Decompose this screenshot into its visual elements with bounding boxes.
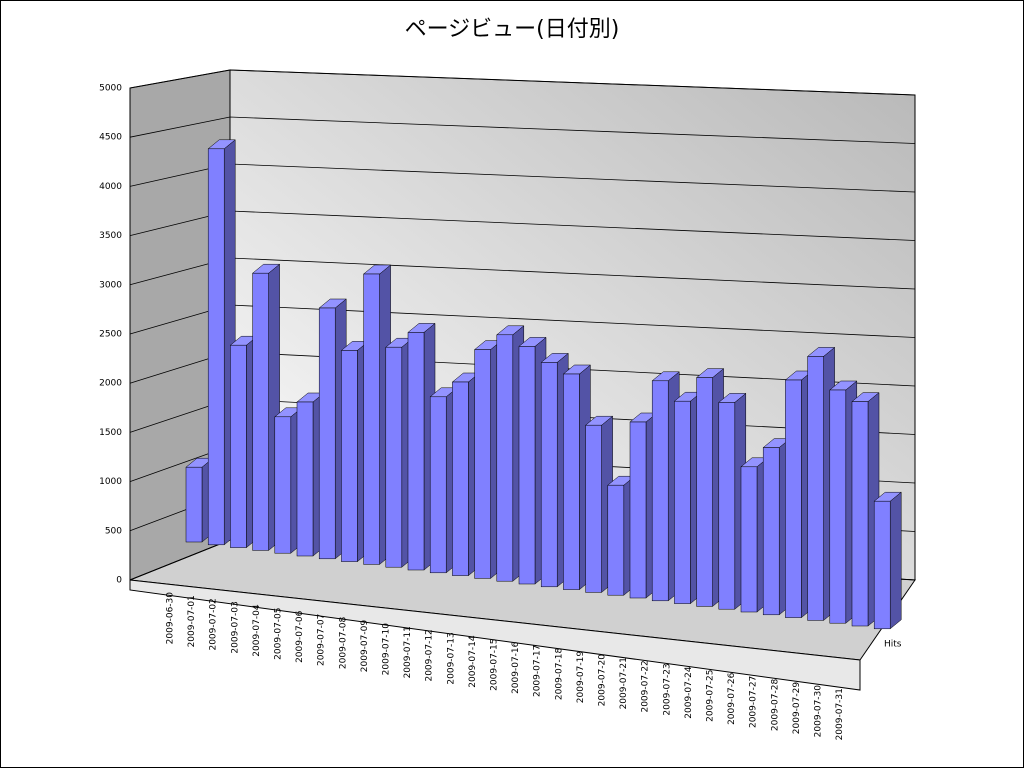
x-tick-label: 2009-07-13: [446, 632, 456, 684]
x-tick-label: 2009-07-14: [468, 635, 478, 688]
x-tick-label: 2009-07-25: [706, 670, 716, 722]
bar: [362, 264, 392, 565]
bar: [207, 139, 236, 546]
y-tick-label: 0: [116, 576, 122, 586]
bar: [718, 392, 747, 610]
bar-front: [274, 416, 292, 554]
x-tick-label: 2009-07-29: [792, 682, 802, 735]
x-tick-label: 2009-07-30: [814, 685, 824, 738]
bar-front: [496, 334, 514, 582]
bar-front: [474, 349, 491, 579]
x-tick-label: 2009-07-31: [835, 688, 845, 740]
y-tick-label: 4500: [99, 133, 122, 143]
x-tick-label: 2009-07-16: [511, 641, 521, 694]
bar: [873, 491, 902, 630]
x-tick-label: 2009-07-01: [187, 595, 197, 647]
bar-front: [829, 389, 847, 624]
bar-front: [407, 332, 425, 571]
bar-front: [873, 500, 891, 630]
bar-front: [851, 401, 869, 627]
bar-front: [651, 380, 669, 602]
y-tick-label: 1500: [99, 428, 122, 438]
bar-front: [341, 350, 358, 562]
x-tick-label: 2009-07-15: [490, 639, 500, 691]
bar-front: [762, 447, 780, 616]
bars: [185, 139, 902, 630]
bar-front: [807, 356, 824, 621]
bar-front: [429, 396, 447, 574]
y-tick-label: 1000: [99, 477, 122, 487]
x-tick-label: 2009-07-12: [425, 629, 435, 681]
grid-line: [129, 116, 916, 144]
x-tick-label: 2009-07-24: [684, 666, 694, 719]
x-tick-label: 2009-07-19: [576, 651, 586, 704]
x-tick-label: 2009-07-26: [727, 672, 737, 725]
bar-front: [718, 402, 736, 610]
y-tick-label: 4000: [99, 182, 122, 192]
x-tick-label: 2009-07-06: [295, 610, 305, 663]
bar-front: [696, 377, 713, 607]
x-tick-label: 2009-07-23: [662, 663, 672, 715]
x-tick-label: 2009-07-11: [403, 626, 413, 678]
x-tick-label: 2009-07-07: [317, 614, 327, 666]
y-tick-label: 2500: [99, 330, 122, 340]
y-tick-label: 3500: [99, 231, 122, 241]
bar-front: [252, 272, 269, 551]
x-tick-label: 2009-07-17: [533, 645, 543, 697]
bar-front: [540, 362, 558, 588]
x-tick-label: 2009-07-10: [382, 623, 392, 676]
y-tick-label: 2000: [99, 379, 122, 389]
bar-front: [740, 466, 758, 613]
bar-front: [318, 307, 336, 560]
labels: 0 500 1000 1500 2000 2500 3000 3500 4000 4500 5000…: [99, 84, 902, 741]
bar-front: [585, 424, 602, 593]
x-tick-label: 2009-07-28: [770, 679, 780, 732]
bar-front: [207, 148, 225, 546]
bar-front: [607, 484, 625, 596]
x-tick-label: 2009-07-20: [598, 654, 608, 707]
bar-front: [230, 344, 247, 548]
x-tick-label: 2009-07-18: [554, 648, 564, 701]
legend-label: Hits: [884, 640, 902, 650]
floor-edge: [129, 579, 861, 691]
y-tick-label: 5000: [99, 84, 122, 94]
bar-front: [185, 466, 203, 543]
bar-front: [674, 400, 691, 604]
x-tick-label: 2009-07-03: [230, 601, 240, 653]
bar-side: [889, 491, 902, 630]
y-tick-label: 3000: [99, 280, 122, 290]
bar-front: [452, 381, 469, 576]
chart-title: ページビュー(日付別): [405, 17, 620, 42]
bar-front: [629, 421, 647, 599]
x-tick-label: 2009-07-27: [749, 676, 759, 728]
bar-front: [385, 346, 403, 568]
bar-front: [785, 379, 802, 618]
grid-line: [129, 69, 916, 96]
y-tick-label: 500: [105, 526, 122, 536]
x-tick-label: 2009-07-21: [619, 657, 629, 709]
x-tick-label: 2009-07-02: [209, 598, 219, 650]
x-tick-label: 2009-07-08: [338, 617, 348, 670]
x-tick-label: 2009-07-04: [252, 604, 262, 657]
bar-front: [563, 373, 580, 590]
x-tick-label: 2009-07-09: [360, 620, 370, 673]
bar-front: [363, 273, 380, 565]
x-tick-label: 2009-06-30: [166, 592, 176, 645]
bar-front: [518, 346, 536, 585]
bar-front: [296, 401, 314, 557]
x-tick-label: 2009-07-22: [641, 660, 651, 712]
x-tick-label: 2009-07-05: [274, 608, 284, 660]
